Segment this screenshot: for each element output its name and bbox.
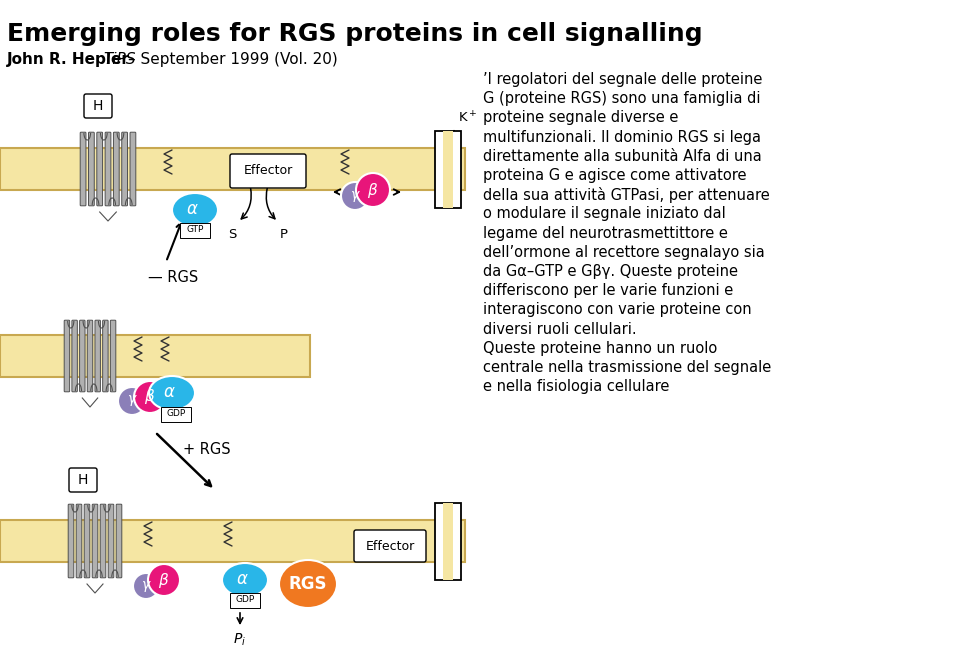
Ellipse shape <box>134 381 166 413</box>
Text: $\gamma$: $\gamma$ <box>141 578 152 593</box>
FancyBboxPatch shape <box>435 130 461 208</box>
Ellipse shape <box>356 173 390 207</box>
Text: $\alpha$: $\alpha$ <box>163 383 175 401</box>
Text: H: H <box>78 473 88 487</box>
FancyBboxPatch shape <box>161 406 191 421</box>
FancyBboxPatch shape <box>354 530 426 562</box>
Text: $\beta$: $\beta$ <box>158 570 170 589</box>
Text: proteine segnale diverse e: proteine segnale diverse e <box>483 110 678 125</box>
Text: multifunzionali. Il dominio RGS si lega: multifunzionali. Il dominio RGS si lega <box>483 130 761 145</box>
FancyBboxPatch shape <box>122 132 128 206</box>
Text: centrale nella trasmissione del segnale: centrale nella trasmissione del segnale <box>483 360 771 375</box>
FancyBboxPatch shape <box>68 504 74 578</box>
Text: — RGS: — RGS <box>148 270 199 285</box>
FancyBboxPatch shape <box>105 132 111 206</box>
FancyBboxPatch shape <box>435 502 461 580</box>
Text: G (proteine RGS) sono una famiglia di: G (proteine RGS) sono una famiglia di <box>483 92 760 106</box>
Text: Effector: Effector <box>365 539 414 552</box>
FancyBboxPatch shape <box>0 148 465 190</box>
Text: differiscono per le varie funzioni e: differiscono per le varie funzioni e <box>483 283 734 298</box>
FancyBboxPatch shape <box>103 320 108 392</box>
FancyBboxPatch shape <box>84 504 90 578</box>
FancyBboxPatch shape <box>95 320 101 392</box>
Text: dell’ormone al recettore segnalayo sia: dell’ormone al recettore segnalayo sia <box>483 245 764 260</box>
FancyBboxPatch shape <box>443 502 453 580</box>
Ellipse shape <box>118 387 146 415</box>
Text: $\alpha$: $\alpha$ <box>236 570 248 588</box>
FancyBboxPatch shape <box>64 320 70 392</box>
Text: o modulare il segnale iniziato dal: o modulare il segnale iniziato dal <box>483 206 726 221</box>
Text: $\gamma$: $\gamma$ <box>127 393 137 408</box>
Ellipse shape <box>172 193 218 227</box>
FancyBboxPatch shape <box>72 320 78 392</box>
FancyBboxPatch shape <box>84 94 112 118</box>
FancyBboxPatch shape <box>0 335 310 377</box>
Ellipse shape <box>341 182 369 210</box>
FancyBboxPatch shape <box>110 320 116 392</box>
FancyBboxPatch shape <box>230 154 306 188</box>
Ellipse shape <box>279 560 337 608</box>
Text: H: H <box>93 99 104 113</box>
Text: diversi ruoli cellulari.: diversi ruoli cellulari. <box>483 322 637 337</box>
FancyBboxPatch shape <box>230 593 260 607</box>
FancyBboxPatch shape <box>116 504 122 578</box>
Ellipse shape <box>222 563 268 597</box>
Text: e nella fisiologia cellulare: e nella fisiologia cellulare <box>483 379 669 394</box>
FancyBboxPatch shape <box>180 223 210 238</box>
Text: GDP: GDP <box>235 596 255 604</box>
Text: – September 1999 (Vol. 20): – September 1999 (Vol. 20) <box>128 52 338 67</box>
Text: proteina G e agisce come attivatore: proteina G e agisce come attivatore <box>483 168 746 183</box>
Text: legame del neurotrasmettittore e: legame del neurotrasmettittore e <box>483 226 728 241</box>
Text: GTP: GTP <box>186 225 203 234</box>
Text: Effector: Effector <box>244 164 292 177</box>
FancyBboxPatch shape <box>130 132 136 206</box>
Text: TiPS: TiPS <box>103 52 135 67</box>
Text: della sua attività GTPasi, per attenuare: della sua attività GTPasi, per attenuare <box>483 187 770 203</box>
Text: + RGS: + RGS <box>183 442 230 457</box>
Ellipse shape <box>133 573 159 599</box>
Text: S: S <box>228 228 236 241</box>
FancyBboxPatch shape <box>108 504 114 578</box>
FancyBboxPatch shape <box>88 132 94 206</box>
FancyBboxPatch shape <box>76 504 82 578</box>
Text: Emerging roles for RGS proteins in cell signalling: Emerging roles for RGS proteins in cell … <box>7 22 703 46</box>
FancyBboxPatch shape <box>0 520 465 562</box>
Text: RGS: RGS <box>289 575 327 593</box>
Text: direttamente alla subunità Alfa di una: direttamente alla subunità Alfa di una <box>483 149 761 164</box>
Ellipse shape <box>148 564 180 596</box>
Text: P: P <box>280 228 288 241</box>
Text: $P_i$: $P_i$ <box>233 632 246 648</box>
FancyBboxPatch shape <box>443 130 453 208</box>
Text: K$^+$: K$^+$ <box>458 110 478 126</box>
Text: $\beta$: $\beta$ <box>145 387 155 406</box>
FancyBboxPatch shape <box>87 320 93 392</box>
FancyBboxPatch shape <box>113 132 119 206</box>
Ellipse shape <box>149 376 195 410</box>
FancyBboxPatch shape <box>92 504 98 578</box>
FancyBboxPatch shape <box>81 132 86 206</box>
Text: interagiscono con varie proteine con: interagiscono con varie proteine con <box>483 302 752 317</box>
FancyBboxPatch shape <box>69 468 97 492</box>
Text: ’I regolatori del segnale delle proteine: ’I regolatori del segnale delle proteine <box>483 72 762 87</box>
FancyBboxPatch shape <box>80 320 85 392</box>
Text: GDP: GDP <box>166 410 186 419</box>
Text: da Gα–GTP e Gβγ. Queste proteine: da Gα–GTP e Gβγ. Queste proteine <box>483 264 738 279</box>
Text: $\gamma$: $\gamma$ <box>350 188 361 204</box>
FancyBboxPatch shape <box>97 132 103 206</box>
Text: John R. Hepler: John R. Hepler <box>7 52 129 67</box>
Text: Queste proteine hanno un ruolo: Queste proteine hanno un ruolo <box>483 341 717 356</box>
Text: $\alpha$: $\alpha$ <box>186 200 199 218</box>
FancyBboxPatch shape <box>100 504 105 578</box>
Text: $\beta$: $\beta$ <box>367 180 379 199</box>
